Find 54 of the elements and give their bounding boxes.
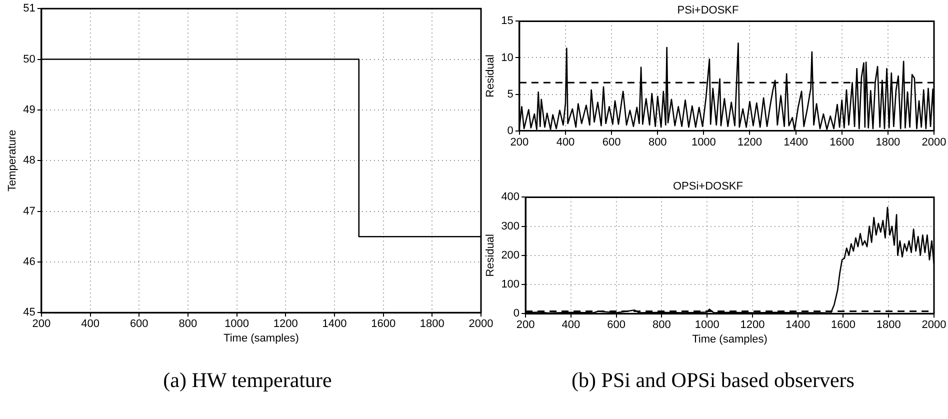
y-tick-label: 15 [501,15,514,28]
x-tick-label: 600 [130,318,148,330]
y-tick-label: 49 [23,104,36,116]
x-tick-label: 200 [516,319,535,332]
x-tick-label: 400 [556,136,575,148]
y-tick-label: 0 [507,124,514,137]
y-tick-label: 45 [23,306,36,319]
x-tick-label: 1400 [784,136,808,148]
x-tick-label: 1000 [691,136,716,148]
y-tick-label: 0 [513,308,520,320]
y-tick-label: 200 [501,249,520,262]
y-axis-title: Temperature [6,130,19,192]
y-axis-title: Residual [484,54,497,98]
x-tick-label: 1000 [694,319,720,332]
x-tick-label: 2000 [922,319,946,332]
y-tick-label: 300 [501,220,520,232]
x-tick-label: 1800 [876,136,900,148]
y-tick-label: 48 [23,154,36,167]
x-tick-label: 600 [602,136,621,148]
x-tick-label: 2000 [468,318,494,330]
x-tick-label: 1600 [830,319,856,332]
x-tick-label: 800 [648,136,667,148]
x-tick-label: 1800 [876,319,901,332]
x-tick-label: 1200 [273,318,298,330]
x-tick-label: 1400 [786,319,810,332]
x-tick-label: 800 [178,318,198,330]
chart-title: PSi+DOSKF [677,4,739,17]
x-tick-label: 1800 [420,318,444,330]
y-tick-label: 46 [23,256,36,268]
x-tick-label: 400 [562,319,580,332]
y-axis-title: Residual [484,234,497,277]
x-tick-label: 1600 [830,136,854,148]
y-tick-label: 100 [501,278,520,291]
text: (b) PSi and OPSi based observers [570,368,856,393]
y-tick-label: 51 [23,2,36,15]
y-tick-label: 10 [501,52,514,64]
x-tick-label: 1600 [371,318,396,330]
text: (a) HW temperature [162,368,333,393]
y-tick-label: 47 [23,205,36,218]
x-tick-label: 1200 [738,136,762,148]
x-axis-title: Time (samples) [224,332,299,344]
chart-title: OPSi+DOSKF [673,180,744,193]
x-tick-label: 200 [32,318,51,330]
x-axis-title: Time (samples) [692,333,768,346]
x-tick-label: 800 [652,319,671,332]
y-tick-label: 5 [507,88,514,100]
x-tick-label: 1200 [740,319,765,332]
x-tick-label: 2000 [922,136,946,148]
x-tick-label: 1400 [322,318,347,330]
x-tick-label: 400 [81,318,100,330]
x-tick-label: 1000 [224,318,250,330]
y-tick-label: 400 [501,191,520,204]
x-tick-label: 600 [607,319,626,332]
y-tick-label: 50 [23,53,36,66]
